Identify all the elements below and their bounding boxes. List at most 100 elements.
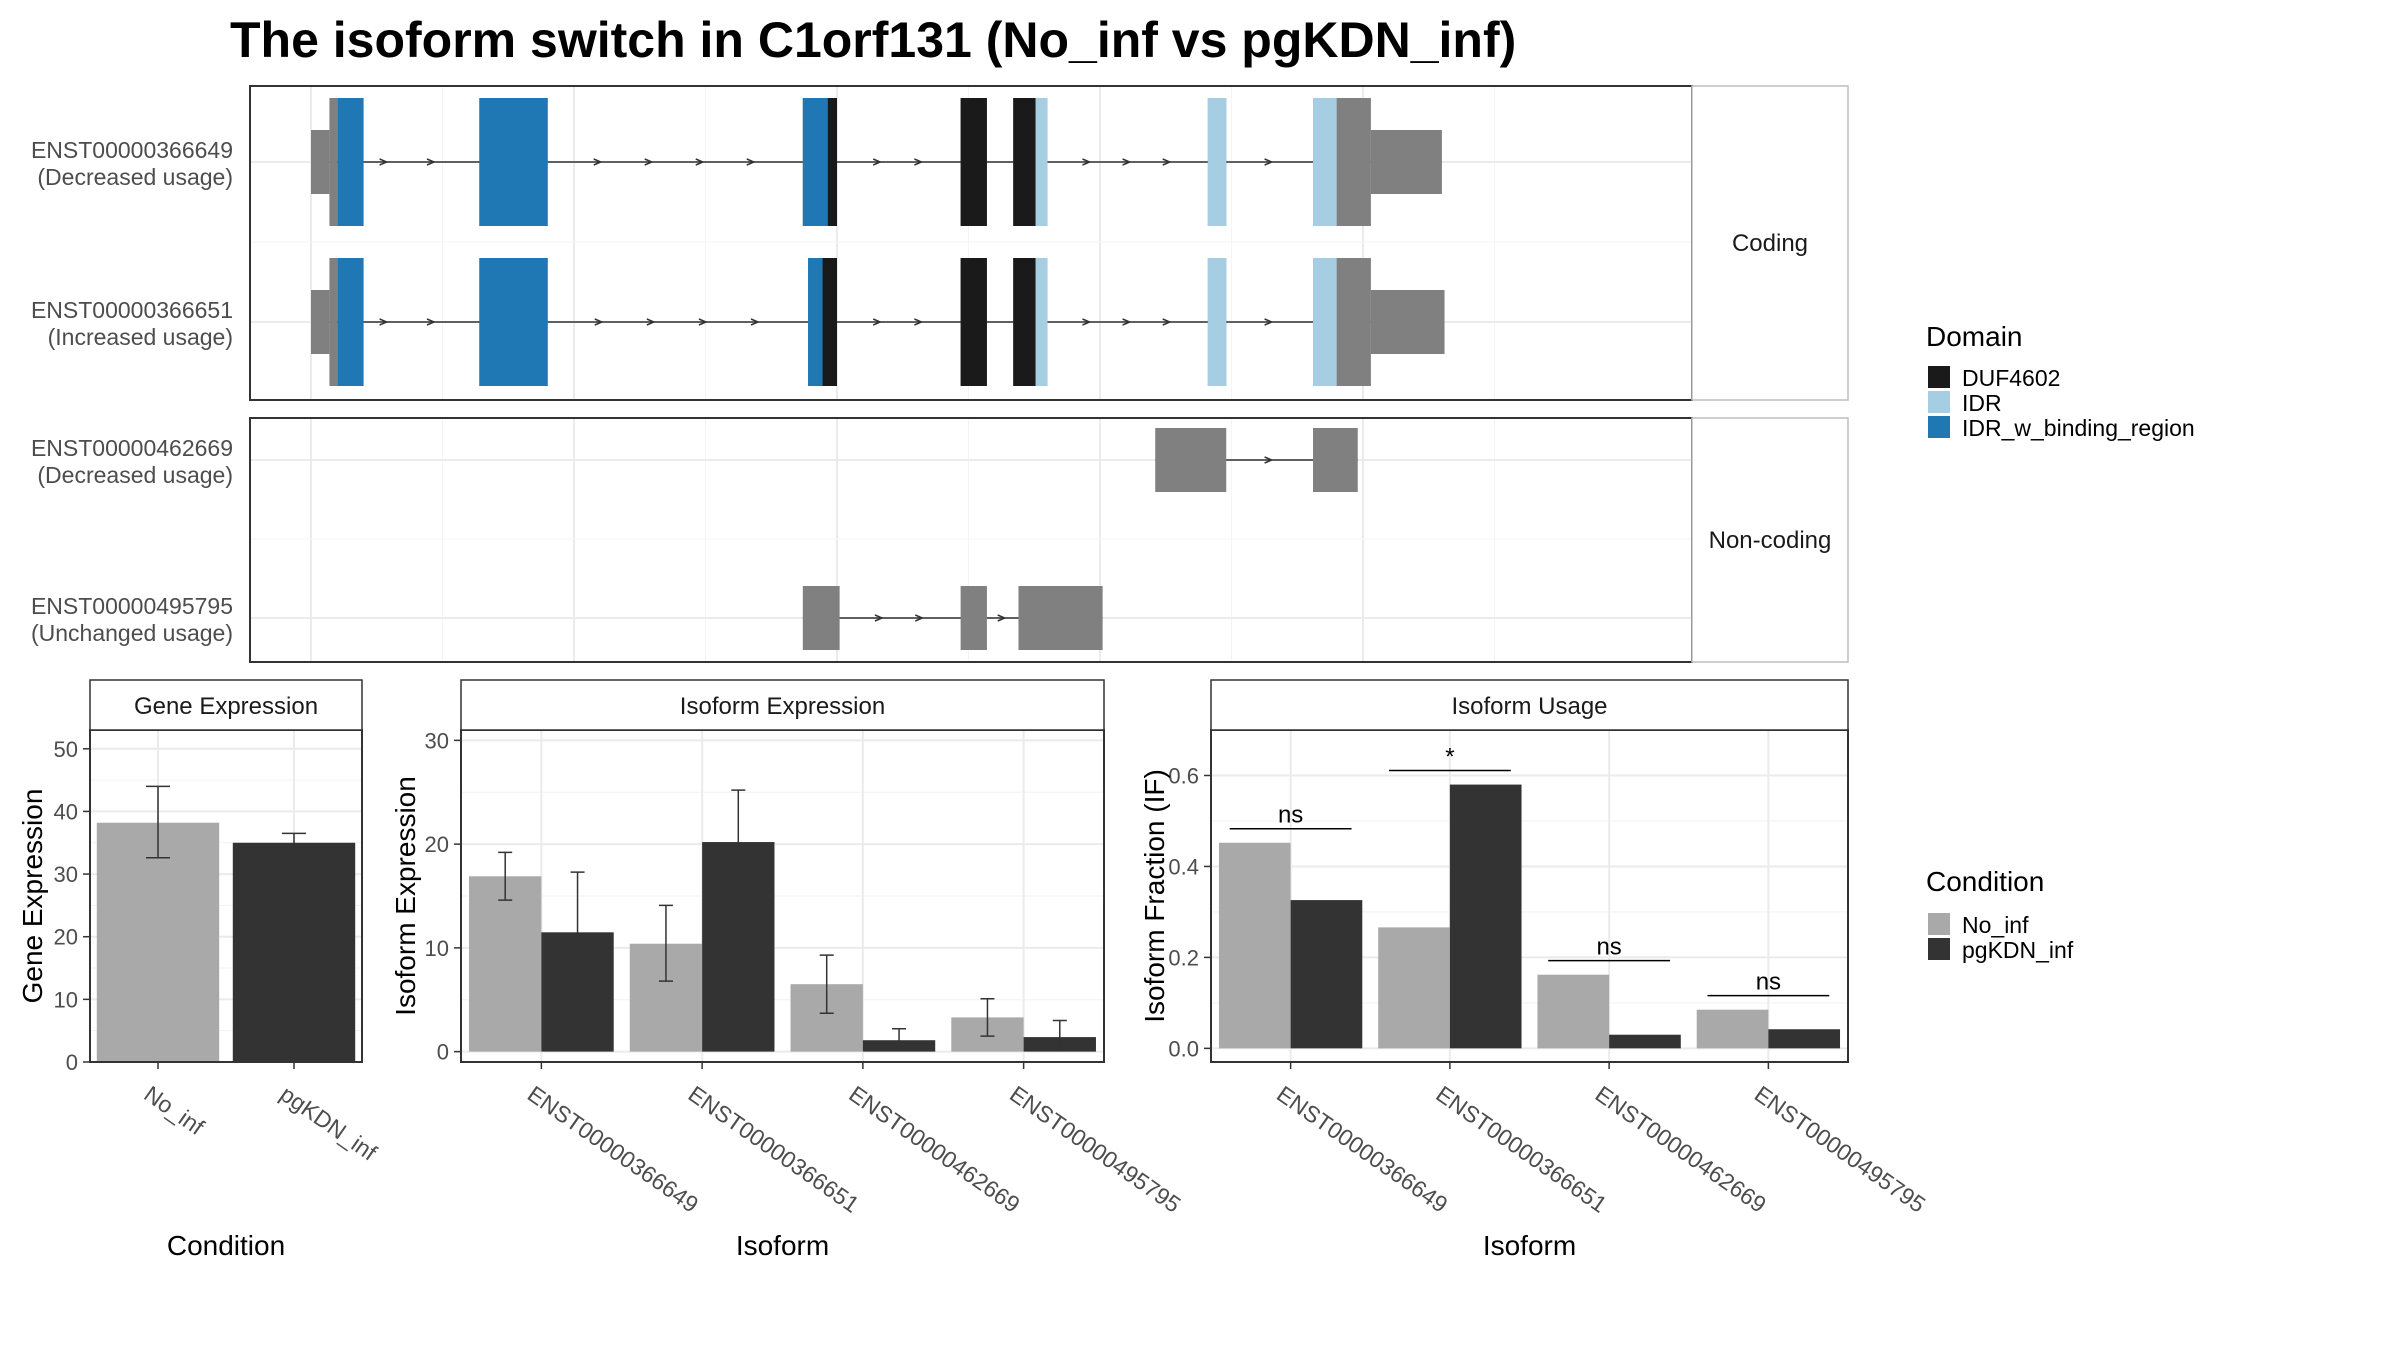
exon bbox=[329, 258, 338, 386]
intron-arrow bbox=[750, 318, 760, 326]
gene-expression-ytick-label: 20 bbox=[54, 925, 78, 950]
intron-arrow bbox=[1264, 158, 1274, 166]
isoform-expression-errorbar bbox=[658, 904, 673, 982]
intron-arrow bbox=[1264, 456, 1274, 464]
intron-arrow bbox=[1082, 158, 1092, 166]
intron-arrow bbox=[872, 318, 883, 326]
exon bbox=[311, 290, 330, 354]
exon bbox=[1018, 586, 1103, 650]
intron-arrow bbox=[426, 158, 436, 166]
isoform-expression-errorbar bbox=[1052, 1019, 1067, 1052]
intron-arrow bbox=[874, 614, 884, 622]
domain-idr bbox=[1207, 98, 1227, 226]
isoform-expression-ytick-label: 20 bbox=[425, 832, 449, 857]
gene-expression-ytick-label: 50 bbox=[54, 737, 78, 762]
isoform-usage-bar-enst00000366649-pgkdn-inf bbox=[1290, 900, 1363, 1049]
isoform-usage-ytick-label: 0.2 bbox=[1168, 945, 1199, 970]
domain-idr-w-binding-region bbox=[337, 98, 364, 226]
isoform-usage-ytick-label: 0.6 bbox=[1168, 763, 1199, 788]
isoform-usage-title: Isoform Usage bbox=[1451, 693, 1607, 720]
isoform-usage-ytick-label: 0.4 bbox=[1168, 854, 1199, 879]
transcript-usage-enst00000366649: (Decreased usage) bbox=[37, 164, 233, 190]
isoform-expression-errorbar bbox=[980, 997, 995, 1037]
domain-idr-w-binding-region bbox=[479, 258, 548, 386]
legend-key-no-inf bbox=[1928, 913, 1950, 935]
legend-label-pgkdn-inf: pgKDN_inf bbox=[1962, 937, 2074, 963]
transcript-label-enst00000462669: ENST00000462669 bbox=[31, 435, 233, 461]
exon bbox=[329, 98, 338, 226]
gene-expression-xtick-label: No_inf bbox=[139, 1081, 209, 1141]
legend-key-idr bbox=[1928, 391, 1950, 413]
gene-expression-errorbar bbox=[146, 785, 170, 859]
exon bbox=[1370, 290, 1445, 354]
intron-arrow bbox=[594, 318, 604, 326]
gene-expression-title: Gene Expression bbox=[134, 693, 318, 720]
gene-expression-ytick-label: 0 bbox=[66, 1050, 78, 1075]
isoform-usage-bar-enst00000495795-no-inf bbox=[1696, 1009, 1769, 1049]
isoform-expression-ytick-label: 0 bbox=[437, 1040, 449, 1065]
legend-key-duf4602 bbox=[1928, 366, 1950, 388]
isoform-usage-significance-label: ns bbox=[1278, 802, 1303, 829]
isoform-usage-ytick-label: 0.0 bbox=[1168, 1036, 1199, 1061]
legend-label-idr-w-binding-region: IDR_w_binding_region bbox=[1962, 415, 2195, 441]
intron-arrow bbox=[914, 614, 925, 622]
transcript-enst00000366651 bbox=[311, 258, 1445, 386]
isoform-expression-errorbar bbox=[570, 871, 585, 994]
isoform-usage-significance-label: ns bbox=[1596, 934, 1621, 961]
domain-idr bbox=[1313, 98, 1337, 226]
isoform-usage-xtick-label: ENST00000366649 bbox=[1272, 1081, 1452, 1218]
domain-idr bbox=[1207, 258, 1227, 386]
intron-arrow bbox=[914, 318, 924, 326]
intron-arrow bbox=[379, 158, 389, 166]
transcript-enst00000366649 bbox=[311, 98, 1442, 226]
figure-title: The isoform switch in C1orf131 (No_inf v… bbox=[230, 12, 1516, 68]
gene-expression-bar-pgkdn-inf bbox=[232, 842, 356, 1062]
domain-idr-w-binding-region bbox=[479, 98, 548, 226]
intron-arrow bbox=[1082, 318, 1092, 326]
isoform-usage-bar-enst00000462669-no-inf bbox=[1537, 974, 1610, 1049]
domain-idr bbox=[1313, 258, 1337, 386]
intron-arrow bbox=[646, 318, 656, 326]
isoform-usage-title-strip bbox=[1210, 679, 1849, 731]
isoform-expression-bar-enst00000366649-no-inf bbox=[469, 876, 542, 1052]
transcript-enst00000495795 bbox=[802, 586, 1103, 650]
isoform-usage-significance-label: * bbox=[1445, 743, 1454, 770]
isoform-expression-ylabel: Isoform Expression bbox=[390, 776, 421, 1016]
intron-arrow bbox=[872, 158, 883, 166]
legend-label-no-inf: No_inf bbox=[1962, 912, 2029, 938]
gene-expression-bar-no-inf bbox=[96, 822, 220, 1062]
isoform-usage-bar-enst00000366649-no-inf bbox=[1218, 842, 1291, 1049]
facet-strip-coding bbox=[1691, 85, 1849, 401]
intron-arrow bbox=[997, 614, 1007, 622]
domain-idr bbox=[1035, 258, 1048, 386]
isoform-usage-xlabel: Isoform bbox=[1483, 1230, 1576, 1261]
intron-arrow bbox=[426, 318, 436, 326]
exon bbox=[802, 586, 840, 650]
legend-key-pgkdn-inf bbox=[1928, 938, 1950, 960]
gene-expression-ylabel: Gene Expression bbox=[17, 789, 48, 1004]
intron-arrow bbox=[644, 158, 654, 166]
gene-expression-ytick-label: 40 bbox=[54, 799, 78, 824]
gene-expression-ytick-label: 10 bbox=[54, 987, 78, 1012]
intron-arrow bbox=[1122, 318, 1132, 326]
isoform-expression-title: Isoform Expression bbox=[680, 693, 885, 720]
domain-duf4602 bbox=[822, 258, 837, 386]
domain-idr-w-binding-region bbox=[802, 98, 828, 226]
condition-legend-title: Condition bbox=[1926, 866, 2044, 897]
domain-idr-w-binding-region bbox=[808, 258, 823, 386]
legend-label-idr: IDR bbox=[1962, 390, 2002, 416]
isoform-expression-errorbar bbox=[819, 954, 834, 1014]
legend-label-duf4602: DUF4602 bbox=[1962, 365, 2060, 391]
facet-strip-non-coding bbox=[1691, 417, 1849, 663]
isoform-expression-title-strip bbox=[460, 679, 1105, 731]
domain-duf4602 bbox=[1013, 258, 1036, 386]
transcript-label-enst00000495795: ENST00000495795 bbox=[31, 593, 233, 619]
isoform-usage-bar-enst00000366651-no-inf bbox=[1378, 927, 1450, 1049]
domain-duf4602 bbox=[960, 258, 987, 386]
intron-arrow bbox=[379, 318, 389, 326]
gene-expression-xtick-label: pgKDN_inf bbox=[275, 1081, 382, 1166]
intron-arrow bbox=[1122, 158, 1132, 166]
domain-duf4602 bbox=[960, 98, 987, 226]
